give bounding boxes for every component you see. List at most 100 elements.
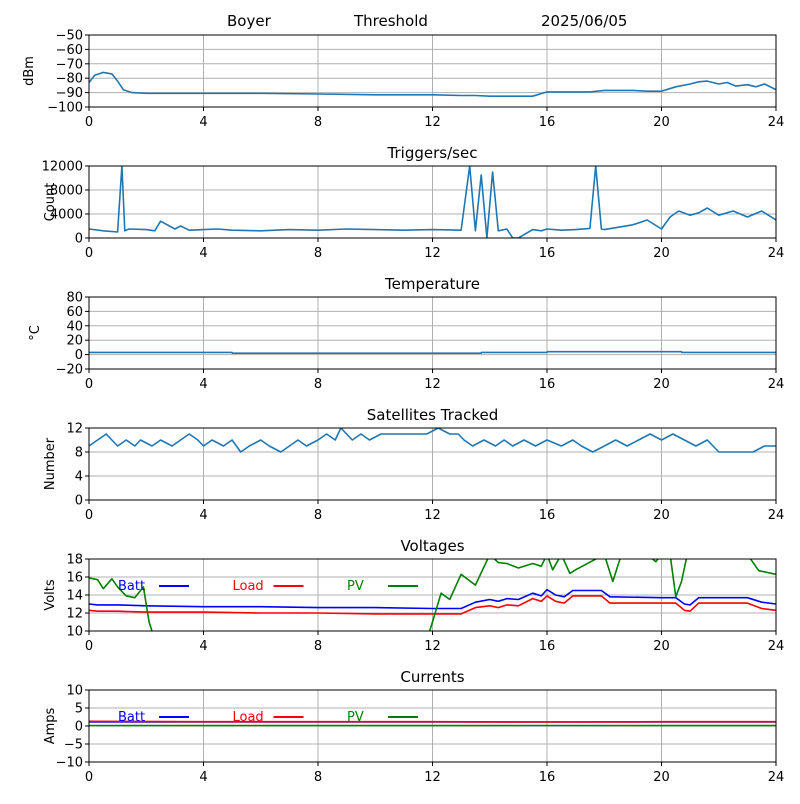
- y-axis-label: °C: [28, 325, 43, 341]
- y-tick-label: −90: [56, 86, 83, 101]
- x-tick-label: 12: [424, 508, 441, 523]
- y-tick-label: 12: [66, 422, 83, 437]
- x-tick-label: 12: [424, 246, 441, 261]
- series-line: [89, 71, 776, 97]
- x-tick-label: 8: [314, 508, 322, 523]
- x-tick-label: 16: [539, 246, 556, 261]
- y-tick-label: 8: [75, 446, 83, 461]
- y-tick-label: −100: [47, 101, 83, 116]
- y-axis-label: Amps: [43, 707, 58, 744]
- series-line: [89, 350, 776, 355]
- x-tick-label: 4: [199, 508, 207, 523]
- series-group: [89, 720, 776, 727]
- y-tick-label: 5: [75, 702, 83, 717]
- x-tick-label: 4: [199, 246, 207, 261]
- y-tick-label: 8000: [50, 184, 83, 199]
- x-tick-label: 16: [539, 508, 556, 523]
- y-tick-label: 60: [66, 305, 83, 320]
- y-tick-label: 10: [66, 625, 83, 640]
- y-tick-label: 4: [75, 470, 83, 485]
- chart-title: Triggers/sec: [387, 144, 478, 162]
- x-tick-label: 24: [768, 770, 785, 785]
- x-tick-label: 0: [85, 639, 93, 654]
- y-tick-label: 10: [66, 684, 83, 699]
- y-axis-label: dBm: [22, 56, 37, 86]
- y-tick-label: −20: [56, 363, 83, 378]
- y-tick-label: −80: [56, 72, 83, 87]
- legend-label-pv: PV: [347, 710, 364, 725]
- x-tick-label: 24: [768, 246, 785, 261]
- y-axis-label: Number: [43, 437, 58, 490]
- x-tick-label: 8: [314, 377, 322, 392]
- x-tick-label: 0: [85, 246, 93, 261]
- x-tick-label: 4: [199, 115, 207, 130]
- x-tick-label: 20: [653, 770, 670, 785]
- x-tick-label: 12: [424, 115, 441, 130]
- y-tick-label: 12000: [42, 160, 83, 175]
- mode-label: Threshold: [354, 12, 428, 30]
- series-line: [89, 166, 776, 238]
- panel-1: 0 4 8 12 16 20 24 −100−90−80−70−60−50 dBm: [22, 29, 784, 131]
- series-group: [89, 428, 776, 453]
- x-tick-label: 24: [768, 508, 785, 523]
- y-tick-label: 0: [75, 348, 83, 363]
- panel-2: 0 4 8 12 16 20 24 0 4000 8000 12000 Triggers/sec Cou…: [42, 144, 785, 261]
- legend-label-batt: Batt: [118, 579, 145, 594]
- site-name: Boyer: [227, 12, 271, 30]
- chart-title: Temperature: [384, 275, 480, 293]
- x-tick-label: 16: [539, 115, 556, 130]
- x-tick-label: 24: [768, 115, 785, 130]
- x-tick-label: 8: [314, 639, 322, 654]
- y-tick-label: 18: [66, 553, 83, 568]
- x-tick-label: 0: [85, 115, 93, 130]
- x-tick-label: 24: [768, 639, 785, 654]
- y-tick-label: −70: [56, 57, 83, 72]
- x-tick-label: 8: [314, 770, 322, 785]
- date-label: 2025/06/05: [541, 12, 628, 30]
- x-tick-label: 16: [539, 377, 556, 392]
- panel-4: 0 4 8 12 16 20 24 0 4 8 12 Satellites Tracked Number: [43, 406, 784, 523]
- x-tick-label: 20: [653, 508, 670, 523]
- y-tick-label: 0: [75, 494, 83, 509]
- y-axis-label: Volts: [43, 579, 58, 611]
- x-tick-label: 0: [85, 377, 93, 392]
- x-tick-label: 24: [768, 377, 785, 392]
- chart-title: Satellites Tracked: [367, 406, 498, 424]
- chart-title: Currents: [400, 668, 464, 686]
- y-tick-label: 80: [66, 291, 83, 306]
- series-line-pv: [89, 559, 776, 631]
- x-tick-label: 20: [653, 115, 670, 130]
- x-tick-label: 4: [199, 639, 207, 654]
- x-tick-label: 20: [653, 246, 670, 261]
- x-tick-label: 12: [424, 770, 441, 785]
- legend-label-batt: Batt: [118, 710, 145, 725]
- y-tick-label: −50: [56, 29, 83, 44]
- panel-6: 0 4 8 12 16 20 24 −10 −5 0 5 10 Currents Amps Batt Load…: [43, 668, 784, 785]
- series-line-batt: [89, 588, 776, 610]
- legend-label-pv: PV: [347, 579, 364, 594]
- x-tick-label: 4: [199, 770, 207, 785]
- series-line: [89, 428, 776, 453]
- series-group: [89, 350, 776, 355]
- x-tick-label: 4: [199, 377, 207, 392]
- y-tick-label: 0: [75, 720, 83, 735]
- series-group: [89, 166, 776, 238]
- x-tick-label: 16: [539, 639, 556, 654]
- legend-label-load: Load: [233, 579, 264, 594]
- y-tick-label: 4000: [50, 208, 83, 223]
- y-tick-label: 14: [66, 589, 83, 604]
- chart-title: Voltages: [400, 537, 464, 555]
- x-tick-label: 8: [314, 115, 322, 130]
- x-tick-label: 12: [424, 639, 441, 654]
- y-tick-label: 40: [66, 319, 83, 334]
- y-tick-label: −10: [56, 756, 83, 771]
- y-tick-label: 16: [66, 571, 83, 586]
- y-tick-label: 20: [66, 334, 83, 349]
- x-tick-label: 16: [539, 770, 556, 785]
- x-tick-label: 20: [653, 639, 670, 654]
- y-tick-label: 12: [66, 607, 83, 622]
- x-tick-label: 12: [424, 377, 441, 392]
